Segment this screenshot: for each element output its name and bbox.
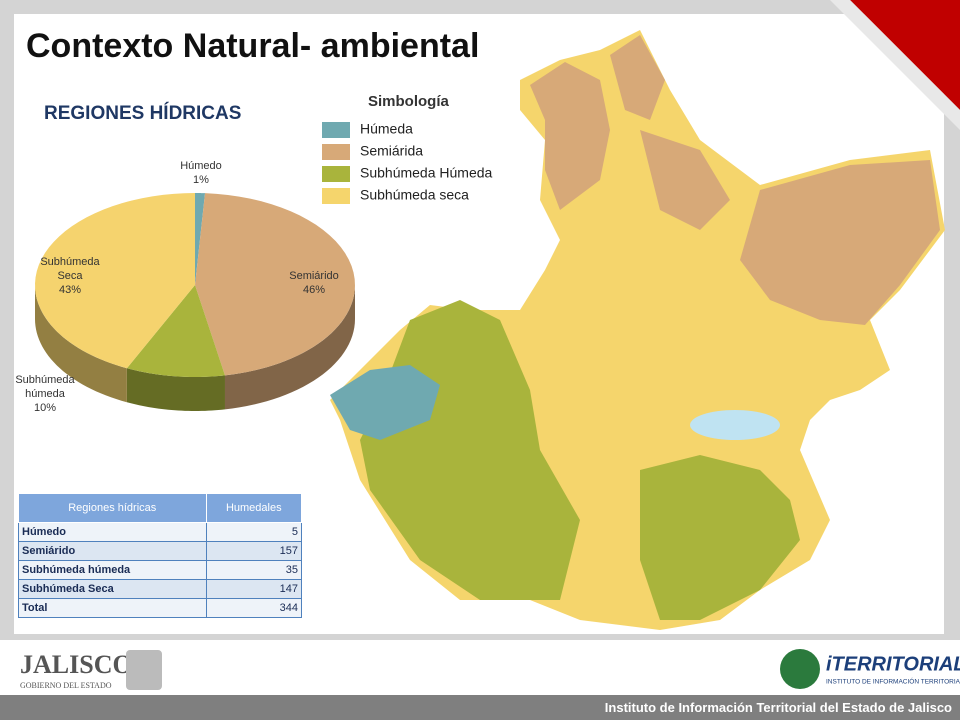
table-cell: 157 (205, 541, 303, 561)
table-cell: Subhúmeda húmeda (18, 560, 207, 580)
pie-slice (195, 193, 206, 285)
region-semiarida (640, 130, 730, 230)
region-semiarida (740, 160, 940, 325)
data-label-value: 10% (34, 402, 56, 414)
table-cell: 147 (205, 579, 303, 599)
pie: Húmedo 1% Semiárido 46% Subhúmeda húmeda 10% Su… (15, 160, 355, 414)
data-table: Regiones hídricas Humedales Húmedo 5 Semiári… (18, 493, 303, 618)
region-semiarida (530, 62, 610, 210)
logo-jalisco-sub: GOBIERNO DEL ESTADO (20, 681, 112, 690)
legend-label: Subhúmeda Húmeda (360, 165, 493, 181)
footer-text: Instituto de Información Territorial del… (604, 700, 952, 715)
table-header-cell: Humedales (205, 493, 303, 523)
data-label: Semiárido (289, 270, 339, 282)
data-label: Subhúmeda Seca (40, 256, 100, 282)
legend-swatch (322, 122, 350, 138)
legend-label: Semiárida (360, 143, 423, 159)
logo-iterritorial-sub: INSTITUTO DE INFORMACIÓN TERRITORIAL (826, 677, 960, 686)
table-cell: 344 (205, 598, 303, 618)
legend-label: Subhúmeda seca (360, 187, 469, 203)
table-row: Subhúmeda húmeda 35 (18, 560, 303, 580)
table-row: Húmedo 5 (18, 522, 303, 542)
map (330, 30, 945, 630)
footer-bar: Instituto de Información Territorial del… (0, 695, 960, 720)
pie-slice-side (35, 285, 127, 403)
table-header-cell: Regiones hídricas (18, 493, 207, 523)
lake-chapala (690, 410, 780, 440)
legend-swatch (322, 144, 350, 160)
table-cell: Semiárido (18, 541, 207, 561)
logo-iterritorial: iTERRITORIAL (826, 653, 960, 675)
pie-slice-side (126, 368, 225, 411)
pie-slice (126, 285, 225, 377)
slide-title: Contexto Natural- ambiental (26, 27, 479, 65)
table-cell: 35 (205, 560, 303, 580)
legend-label: Húmeda (360, 121, 413, 137)
data-label-value: 43% (59, 284, 81, 296)
logo-jalisco: JALISCO (20, 650, 133, 679)
logo-icon (780, 649, 820, 689)
table-header-row: Regiones hídricas Humedales (18, 493, 303, 523)
table-row: Semiárido 157 (18, 541, 303, 561)
pie-slice (195, 193, 355, 376)
table-cell: 5 (205, 522, 303, 542)
table-row: Total 344 (18, 598, 303, 618)
corner-stripe (830, 0, 960, 130)
data-label-value: 46% (303, 284, 325, 296)
pie-slice-side (224, 285, 355, 410)
data-label-value: 1% (193, 174, 209, 186)
legend-swatch (322, 188, 350, 204)
region-subhumeda-humeda (640, 455, 800, 620)
legend-swatch (322, 166, 350, 182)
data-label: Húmedo (180, 160, 222, 172)
legend-title: Simbología (368, 93, 449, 110)
region-humeda (330, 365, 440, 440)
table-cell: Húmedo (18, 522, 207, 542)
table-cell: Subhúmeda Seca (18, 579, 207, 599)
table-cell: Total (18, 598, 207, 618)
chart-title: REGIONES HÍDRICAS (44, 102, 241, 124)
coat-of-arms (126, 650, 162, 690)
pie-slice (35, 193, 196, 369)
data-label: Subhúmeda húmeda (15, 374, 75, 400)
table-row: Subhúmeda Seca 147 (18, 579, 303, 599)
region-semiarida (610, 35, 665, 120)
